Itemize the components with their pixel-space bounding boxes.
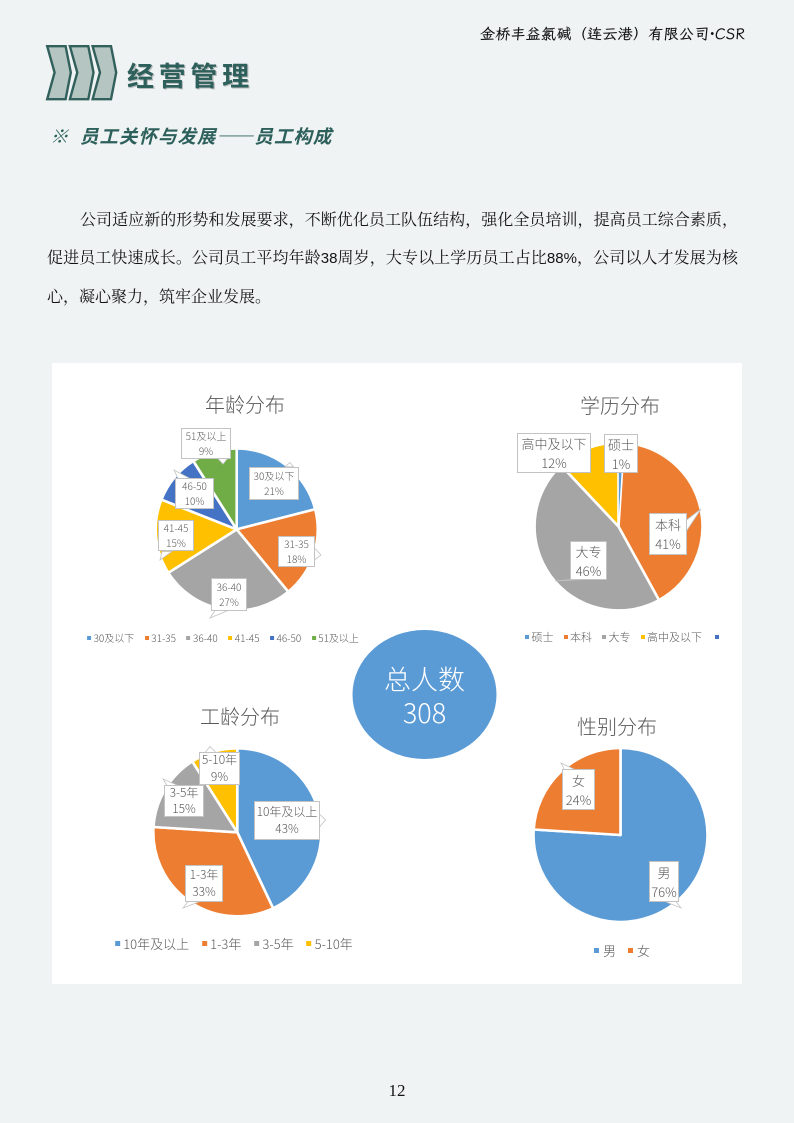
- svg-text:总人数: 总人数: [384, 659, 465, 698]
- svg-text:308: 308: [403, 692, 446, 731]
